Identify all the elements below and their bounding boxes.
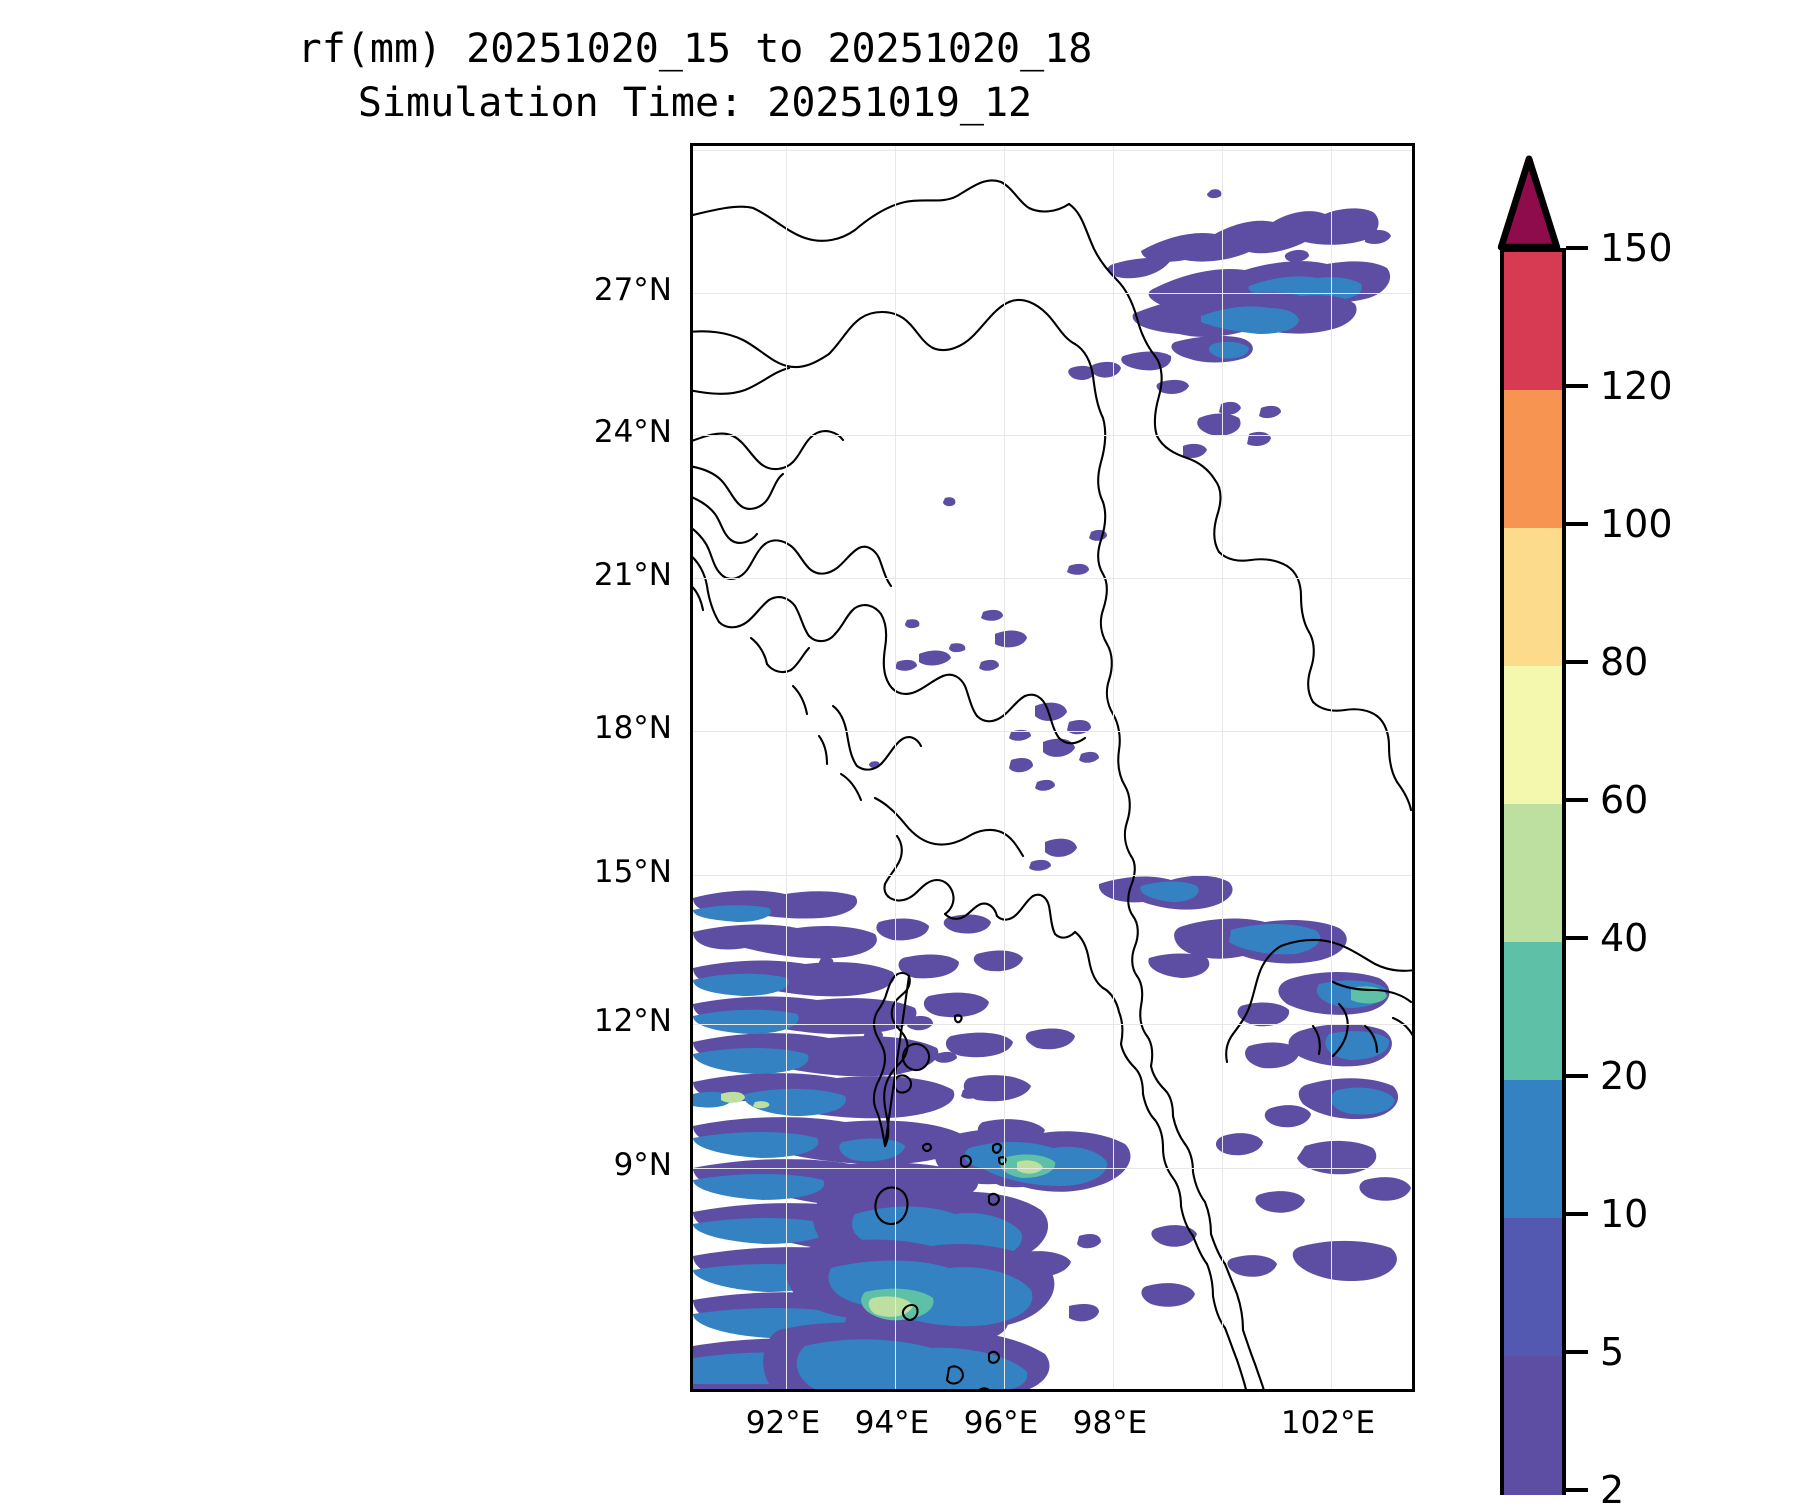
rainfall-contour-layer [693,179,1412,1389]
gridline-lon-96 [1004,146,1005,1389]
colorbar-band-80-100 [1504,528,1562,666]
colorbar-tick [1566,660,1588,664]
colorbar-tick [1566,384,1588,388]
colorbar-tick-label: 80 [1600,640,1649,684]
gridline-lat-30 [693,150,1412,151]
gridline-lat-9 [693,1168,1412,1169]
colorbar-tick [1566,246,1588,250]
colorbar-tick [1566,1350,1588,1354]
colorbar-band-5-10 [1504,1218,1562,1356]
colorbar-tick-label: 20 [1600,1054,1649,1098]
ytick-label: 21°N [593,557,672,593]
colorbar-tick [1566,522,1588,526]
gridline-lon-94 [895,146,896,1389]
colorbar-band-40-60 [1504,804,1562,942]
chart-title: rf(mm) 20251020_15 to 20251020_18 Simula… [0,22,1390,130]
colorbar-tick-label: 5 [1600,1330,1625,1374]
colorbar-tick [1566,798,1588,802]
xtick-label: 98°E [1072,1405,1148,1441]
title-line-2: Simulation Time: 20251019_12 [357,80,1033,126]
colorbar-bar [1500,248,1566,1495]
map-canvas [693,146,1412,1389]
colorbar-tick-label: 2 [1600,1468,1625,1512]
ytick-label: 9°N [613,1147,672,1183]
map-panel[interactable] [690,143,1415,1392]
colorbar-band-60-80 [1504,666,1562,804]
latitude-axis: 27°N 24°N 21°N 18°N 15°N 12°N 9°N [460,143,672,1392]
gridline-lon-102 [1331,146,1332,1389]
colorbar-extend-arrow [1497,155,1561,251]
title-line-1: rf(mm) 20251020_15 to 20251020_18 [297,26,1093,72]
xtick-label: 94°E [854,1405,930,1441]
colorbar-tick [1566,1212,1588,1216]
gridline-lon-100 [1222,146,1223,1389]
ytick-label: 24°N [593,414,672,450]
xtick-label: 96°E [963,1405,1039,1441]
colorbar[interactable]: 150 120 100 80 60 40 20 10 5 2 [1497,143,1800,1512]
colorbar-tick-label: 60 [1600,778,1649,822]
gridline-lon-98 [1113,146,1114,1389]
ytick-label: 15°N [593,854,672,890]
coastline-layer [693,179,1412,1389]
gridline-lat-27 [693,293,1412,294]
colorbar-tick [1566,1074,1588,1078]
ytick-label: 18°N [593,710,672,746]
xtick-label: 92°E [745,1405,821,1441]
colorbar-tick-label: 120 [1600,364,1673,408]
gridline-lat-15 [693,875,1412,876]
colorbar-tick-label: 10 [1600,1192,1649,1236]
colorbar-band-20-40 [1504,942,1562,1080]
colorbar-band-120-150 [1504,252,1562,390]
gridline-lat-21 [693,578,1412,579]
gridline-lat-12 [693,1024,1412,1025]
longitude-axis: 92°E 94°E 96°E 98°E 102°E [690,1405,1415,1455]
colorbar-band-10-20 [1504,1080,1562,1218]
colorbar-tick [1566,936,1588,940]
colorbar-tick-label: 150 [1600,226,1673,270]
gridline-lat-18 [693,731,1412,732]
colorbar-band-100-120 [1504,390,1562,528]
colorbar-tick-label: 100 [1600,502,1673,546]
colorbar-tick-label: 40 [1600,916,1649,960]
gridline-lon-92 [786,146,787,1389]
colorbar-tick [1566,1488,1588,1492]
ytick-label: 27°N [593,272,672,308]
colorbar-band-2-5 [1504,1356,1562,1495]
ytick-label: 12°N [593,1003,672,1039]
gridline-lat-24 [693,435,1412,436]
rainfall-shading [693,189,1411,1389]
xtick-label: 102°E [1280,1405,1376,1441]
